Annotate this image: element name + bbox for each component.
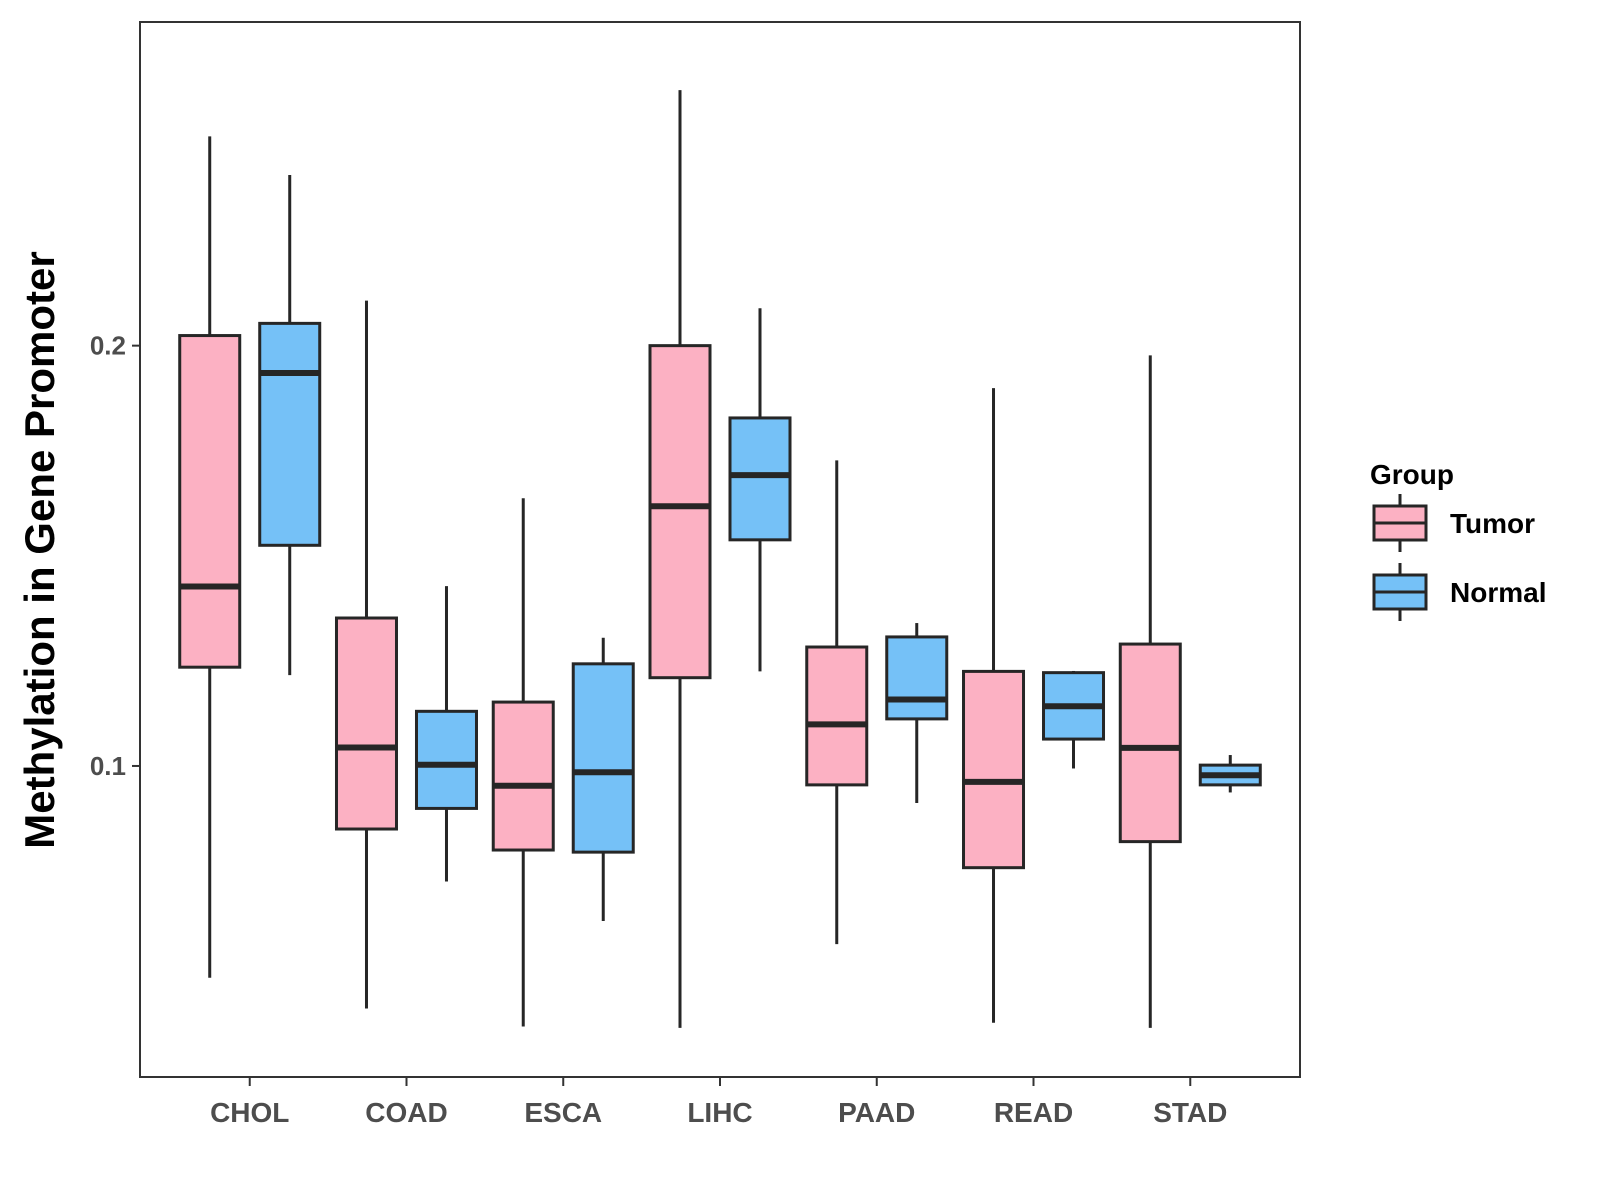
box-tumor-esca [491,700,555,852]
box-layer [178,90,1262,1028]
box-tumor-chol [178,334,242,669]
x-tick-label: ESCA [524,1097,602,1128]
x-tick-label: READ [994,1097,1073,1128]
y-tick-label: 0.2 [90,331,126,361]
legend-label-normal: Normal [1450,577,1546,608]
y-axis-title: Methylation in Gene Promoter [16,251,63,848]
x-tick-label: STAD [1153,1097,1227,1128]
box-tumor-stad [1118,642,1182,844]
box-normal-paad [885,635,949,721]
box-normal-chol [258,321,322,547]
y-axis: 0.1 0.2 [90,331,140,781]
box-normal-coad [414,709,478,810]
box-tumor-read [962,669,1026,870]
legend: Group Tumor Normal [1370,459,1546,621]
box-tumor-paad [805,645,869,787]
box-normal-lihc [728,416,792,542]
box-tumor-coad [334,616,398,831]
y-tick-label: 0.1 [90,751,126,781]
x-tick-label: PAAD [838,1097,915,1128]
plot-panel [139,21,1301,1078]
x-tick-label: LIHC [687,1097,752,1128]
x-axis: CHOL COAD ESCA LIHC PAAD READ STAD [210,1077,1227,1128]
legend-label-tumor: Tumor [1450,508,1535,539]
x-tick-label: COAD [365,1097,447,1128]
box-tumor-lihc [648,344,712,680]
x-tick-label: CHOL [210,1097,289,1128]
box-normal-esca [571,662,635,854]
legend-title: Group [1370,459,1454,490]
